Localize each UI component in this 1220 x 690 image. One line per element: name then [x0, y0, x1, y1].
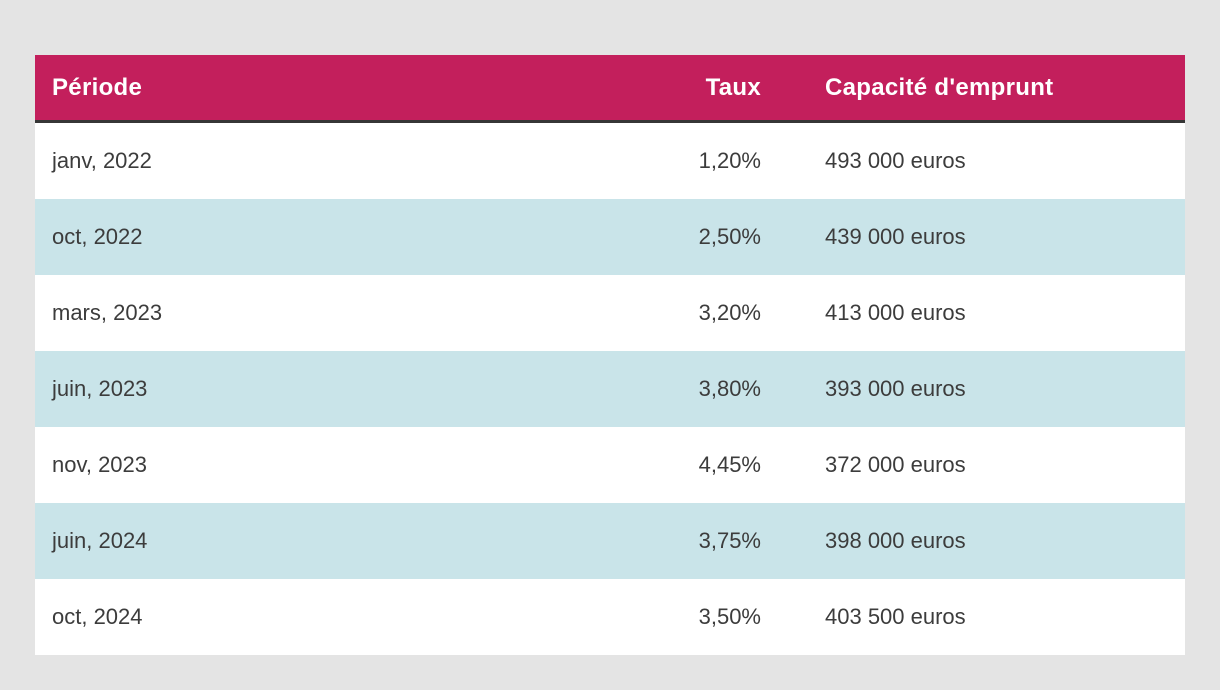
capacite-cell: 398 000 euros: [761, 503, 1185, 579]
header-capacite: Capacité d'emprunt: [761, 55, 1185, 123]
periode-cell: juin, 2023: [35, 351, 572, 427]
table-row: oct, 2024 3,50% 403 500 euros: [35, 579, 1185, 655]
taux-cell: 3,75%: [572, 503, 761, 579]
header-periode: Période: [35, 55, 572, 123]
periode-cell: juin, 2024: [35, 503, 572, 579]
table-row: mars, 2023 3,20% 413 000 euros: [35, 275, 1185, 351]
capacite-cell: 493 000 euros: [761, 121, 1185, 199]
taux-cell: 1,20%: [572, 121, 761, 199]
capacite-cell: 413 000 euros: [761, 275, 1185, 351]
taux-cell: 3,20%: [572, 275, 761, 351]
table-body: janv, 2022 1,20% 493 000 euros oct, 2022 2,5…: [35, 121, 1185, 655]
periode-cell: oct, 2022: [35, 199, 572, 275]
borrowing-capacity-table: Période Taux Capacité d'emprunt janv, 20…: [35, 55, 1185, 655]
header-row: Période Taux Capacité d'emprunt: [35, 55, 1185, 123]
capacite-cell: 372 000 euros: [761, 427, 1185, 503]
periode-cell: nov, 2023: [35, 427, 572, 503]
capacite-cell: 393 000 euros: [761, 351, 1185, 427]
taux-cell: 2,50%: [572, 199, 761, 275]
table-row: janv, 2022 1,20% 493 000 euros: [35, 121, 1185, 199]
periode-cell: mars, 2023: [35, 275, 572, 351]
table-row: juin, 2024 3,75% 398 000 euros: [35, 503, 1185, 579]
header-taux: Taux: [572, 55, 761, 123]
table-header: Période Taux Capacité d'emprunt: [35, 55, 1185, 123]
taux-cell: 4,45%: [572, 427, 761, 503]
taux-cell: 3,50%: [572, 579, 761, 655]
capacite-cell: 403 500 euros: [761, 579, 1185, 655]
table-row: juin, 2023 3,80% 393 000 euros: [35, 351, 1185, 427]
capacite-cell: 439 000 euros: [761, 199, 1185, 275]
table-row: nov, 2023 4,45% 372 000 euros: [35, 427, 1185, 503]
taux-cell: 3,80%: [572, 351, 761, 427]
periode-cell: oct, 2024: [35, 579, 572, 655]
periode-cell: janv, 2022: [35, 121, 572, 199]
table-row: oct, 2022 2,50% 439 000 euros: [35, 199, 1185, 275]
borrowing-capacity-table-container: Période Taux Capacité d'emprunt janv, 20…: [35, 55, 1185, 655]
